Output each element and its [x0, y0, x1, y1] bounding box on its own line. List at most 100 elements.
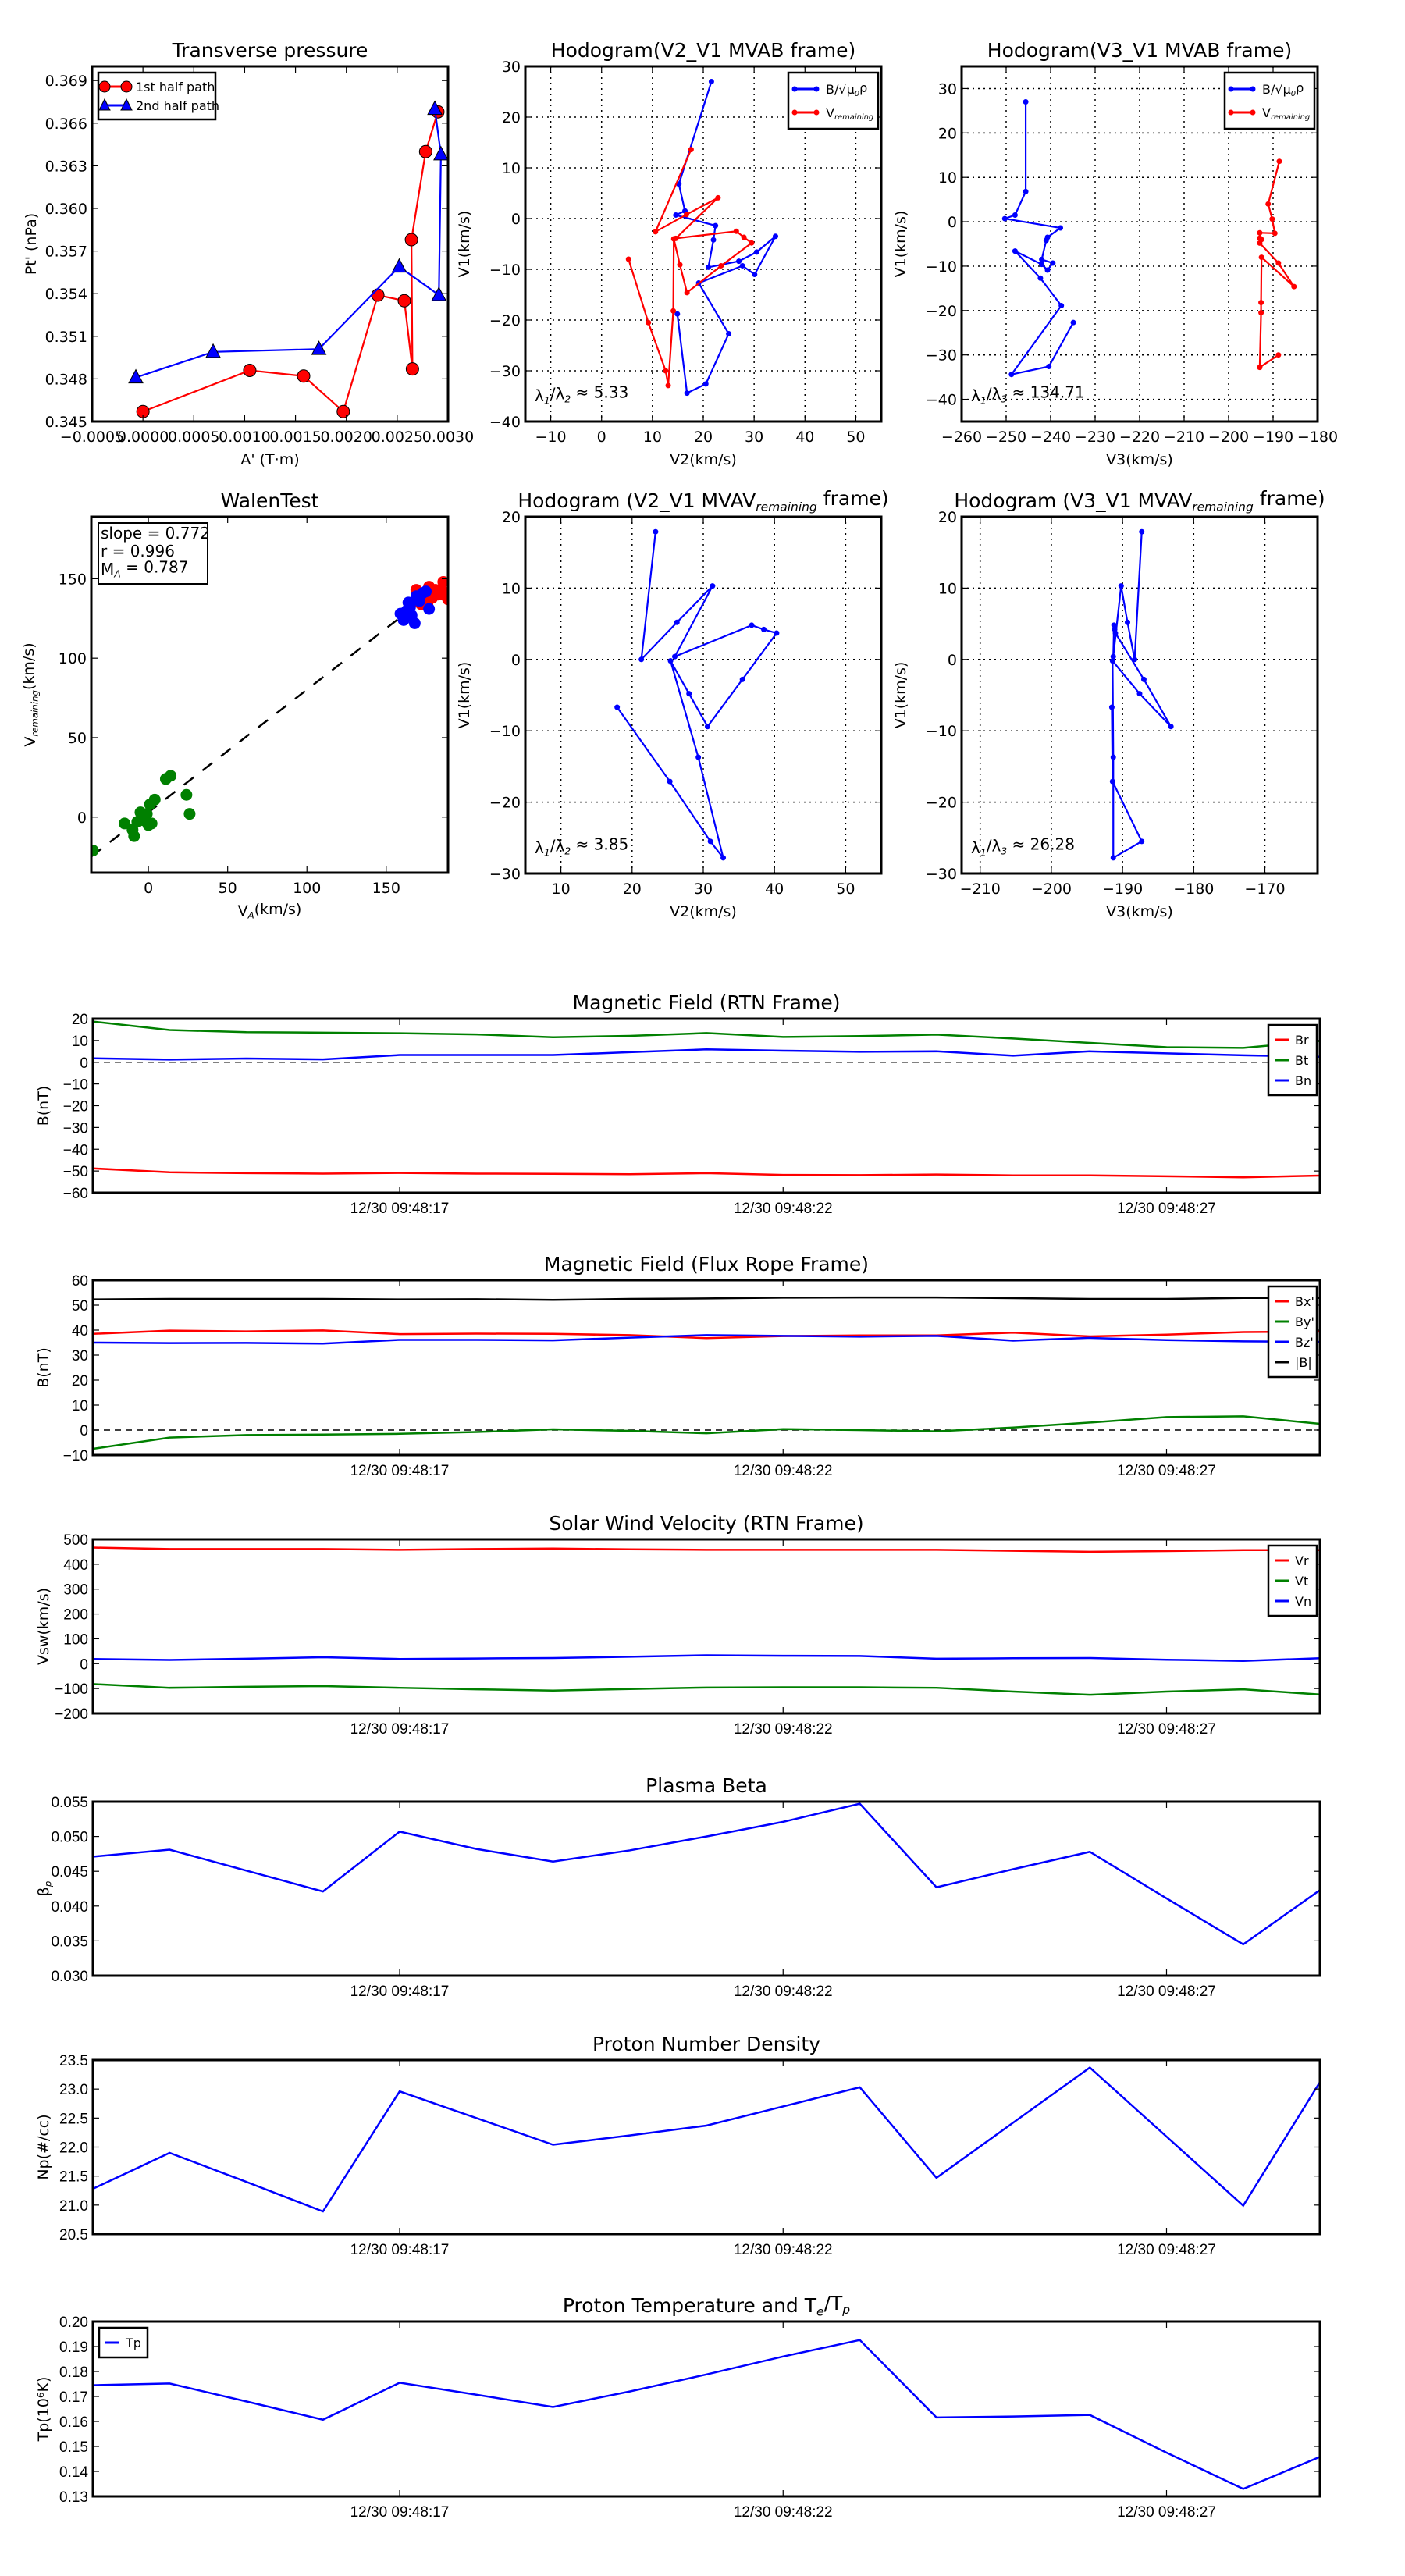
- plot-area: [1001, 99, 1297, 378]
- x-tick-label: 0: [597, 429, 606, 446]
- plot-frame: [91, 2320, 1321, 2498]
- x-tick-label: 12/30 09:48:22: [734, 1463, 833, 1479]
- data-point: [1140, 676, 1147, 682]
- chart-plasma-beta: 12/30 09:48:17 12/30 09:48:22 12/30 09:48:…: [35, 1774, 1321, 2000]
- data-point: [674, 311, 681, 317]
- y-tick-label: 0.348: [45, 371, 87, 388]
- data-point: [91, 845, 99, 856]
- text-part: Vsw(km/s): [35, 1588, 52, 1665]
- y-tick-label: 500: [63, 1532, 88, 1549]
- series-0: [93, 2339, 1320, 2490]
- text-part: Vn: [1295, 1594, 1311, 1609]
- series-line: [93, 1683, 1320, 1696]
- x-tick-label: 12/30 09:48:22: [734, 1721, 833, 1738]
- legend-box: [97, 71, 217, 121]
- y-tick-label: 50: [72, 1298, 88, 1315]
- plot-area: [91, 575, 448, 858]
- series-1: [93, 1020, 1320, 1049]
- x-tick-label: 0: [144, 880, 153, 897]
- y-tick-label: 300: [63, 1582, 88, 1599]
- text-part: B/√μ: [826, 82, 855, 97]
- subscript: remaining: [1271, 113, 1310, 122]
- y-tick-label: 0.351: [45, 329, 87, 346]
- chart-title: Hodogram (V2_V1 MVAVremaining frame): [518, 487, 888, 514]
- data-point: [442, 593, 448, 606]
- y-tick-label: 100: [59, 650, 87, 667]
- legend-label: 2nd half path: [136, 98, 219, 113]
- data-point: [761, 626, 767, 632]
- series-line: [93, 1334, 1320, 1345]
- legend-label: Br: [1295, 1033, 1309, 1048]
- series-0: [93, 1329, 1320, 1340]
- x-tick-label: 12/30 09:48:17: [350, 1984, 450, 2000]
- plot-area: [93, 1020, 1320, 1179]
- subscript: 1: [980, 395, 987, 407]
- x-tick-label: 40: [765, 881, 784, 898]
- y-tick-label: 22.5: [59, 2111, 88, 2127]
- legend-box: [1223, 71, 1316, 130]
- text-part: B(nT): [35, 1347, 52, 1388]
- plot-frame: [90, 515, 450, 874]
- data-point: [311, 340, 327, 355]
- x-tick-label: 0.0010: [219, 429, 270, 446]
- data-point: [128, 830, 140, 842]
- y-tick-label: 0.369: [45, 73, 87, 90]
- text-part: Bt: [1295, 1053, 1308, 1068]
- data-point: [128, 368, 144, 384]
- legend-label: B/√μ0ρ: [826, 80, 867, 98]
- y-tick-label: −20: [489, 795, 521, 812]
- y-tick-label: 0.15: [59, 2439, 88, 2456]
- x-axis-label: VA(km/s): [238, 901, 302, 921]
- y-tick-label: 22.0: [59, 2140, 88, 2157]
- text-part: /λ: [550, 837, 565, 856]
- series-0: [673, 79, 779, 397]
- data-point: [1272, 230, 1278, 237]
- data-point: [739, 262, 745, 269]
- text-part: ρ: [1296, 80, 1304, 95]
- data-point: [702, 381, 709, 387]
- data-point: [625, 256, 631, 262]
- chart-title: WalenTest: [221, 489, 319, 512]
- data-point: [1275, 260, 1282, 266]
- legend-entry: B/√μ0ρ: [791, 80, 867, 98]
- data-point: [1257, 365, 1263, 371]
- data-point: [1257, 229, 1263, 236]
- x-tick-label: 0.0000: [117, 429, 169, 446]
- x-tick-label: 12/30 09:48:27: [1117, 1984, 1216, 2000]
- y-tick-label: 10: [72, 1034, 88, 1050]
- data-point: [614, 704, 621, 710]
- data-point: [1050, 260, 1056, 266]
- data-point: [1037, 275, 1044, 281]
- stats-box: [98, 522, 208, 585]
- chart-title: Hodogram(V2_V1 MVAB frame): [551, 39, 855, 62]
- y-tick-label: 400: [63, 1557, 88, 1574]
- text-part: λ: [971, 386, 980, 405]
- data-point: [710, 237, 717, 243]
- eigenvalue-ratio-label: λ1/λ3 ≈ 134.71: [971, 382, 1085, 406]
- x-tick-label: 12/30 09:48:27: [1117, 1201, 1216, 1217]
- x-tick-label: 10: [643, 429, 662, 446]
- legend-marker: [120, 80, 133, 93]
- data-point: [733, 228, 739, 234]
- series-3: [93, 1296, 1320, 1301]
- series-0: [1108, 528, 1174, 861]
- data-point: [1001, 215, 1008, 222]
- legend-entry: Tp: [105, 2336, 141, 2350]
- x-axis-label: V3(km/s): [1106, 903, 1173, 920]
- text-part: A' (T·m): [240, 451, 299, 468]
- x-tick-label: 12/30 09:48:17: [350, 1463, 450, 1479]
- text-part: r = 0.996: [101, 542, 175, 560]
- text-part: Tp: [125, 2336, 141, 2350]
- text-part: (km/s): [254, 901, 302, 918]
- x-tick-label: 12/30 09:48:17: [350, 2504, 450, 2521]
- data-point: [433, 145, 448, 161]
- y-tick-label: −30: [489, 363, 521, 380]
- data-point: [753, 249, 759, 255]
- y-tick-label: 20: [72, 1012, 88, 1028]
- text-part: Hodogram (V2_V1 MVAV: [518, 489, 756, 512]
- data-point: [663, 368, 669, 374]
- text-part: λ: [535, 386, 544, 405]
- data-point: [665, 382, 671, 389]
- series-0: [91, 770, 196, 856]
